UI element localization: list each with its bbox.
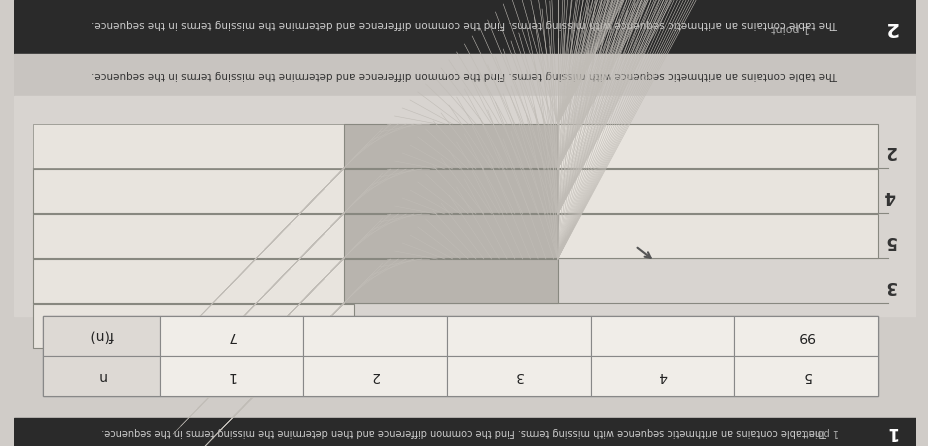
Bar [33, 169, 354, 213]
Bar [343, 169, 557, 213]
Bar [303, 356, 446, 396]
Bar [14, 418, 915, 446]
Bar [33, 214, 354, 258]
Bar [14, 54, 915, 96]
Bar [33, 214, 354, 258]
Text: The table contains an arithmetic sequence with missing terms. Find the common di: The table contains an arithmetic sequenc… [101, 427, 827, 437]
Bar [446, 316, 590, 356]
Bar [33, 169, 354, 213]
Text: f(n): f(n) [89, 329, 113, 343]
Bar [33, 259, 354, 303]
Bar [590, 316, 733, 356]
Bar [43, 316, 877, 396]
Bar [303, 316, 446, 356]
Text: 99: 99 [796, 329, 814, 343]
Bar [160, 316, 303, 356]
Bar [160, 356, 303, 396]
Text: 1: 1 [226, 369, 236, 383]
Bar [14, 0, 915, 56]
Bar [557, 214, 877, 258]
Bar [733, 316, 877, 356]
Text: 4: 4 [883, 187, 895, 205]
Text: 5: 5 [883, 232, 895, 250]
Bar [557, 169, 877, 213]
Text: n: n [97, 369, 106, 383]
Bar [590, 356, 733, 396]
Text: 3: 3 [883, 277, 895, 295]
Text: 7: 7 [226, 329, 236, 343]
Bar [33, 124, 354, 168]
Bar [33, 304, 354, 348]
Bar [733, 356, 877, 396]
Bar [343, 259, 557, 303]
Text: 1 point: 1 point [770, 23, 809, 33]
Text: 2: 2 [370, 369, 379, 383]
Bar [343, 124, 557, 168]
Bar [14, 96, 915, 316]
Text: 2: 2 [883, 142, 895, 160]
Bar [557, 124, 877, 168]
Text: The table contains an arithmetic sequence with missing terms. Find the common di: The table contains an arithmetic sequenc… [91, 19, 837, 29]
Bar [33, 259, 354, 303]
Bar [43, 316, 160, 356]
Bar [43, 356, 160, 396]
Text: 1: 1 [885, 423, 896, 441]
Bar [446, 356, 590, 396]
Bar [343, 214, 557, 258]
Text: 2: 2 [883, 18, 896, 37]
Text: 5: 5 [801, 369, 809, 383]
Text: 1 point: 1 point [804, 427, 838, 437]
Text: 4: 4 [657, 369, 666, 383]
Text: The table contains an arithmetic sequence with missing terms. Find the common di: The table contains an arithmetic sequenc… [91, 70, 837, 80]
Text: 3: 3 [514, 369, 522, 383]
